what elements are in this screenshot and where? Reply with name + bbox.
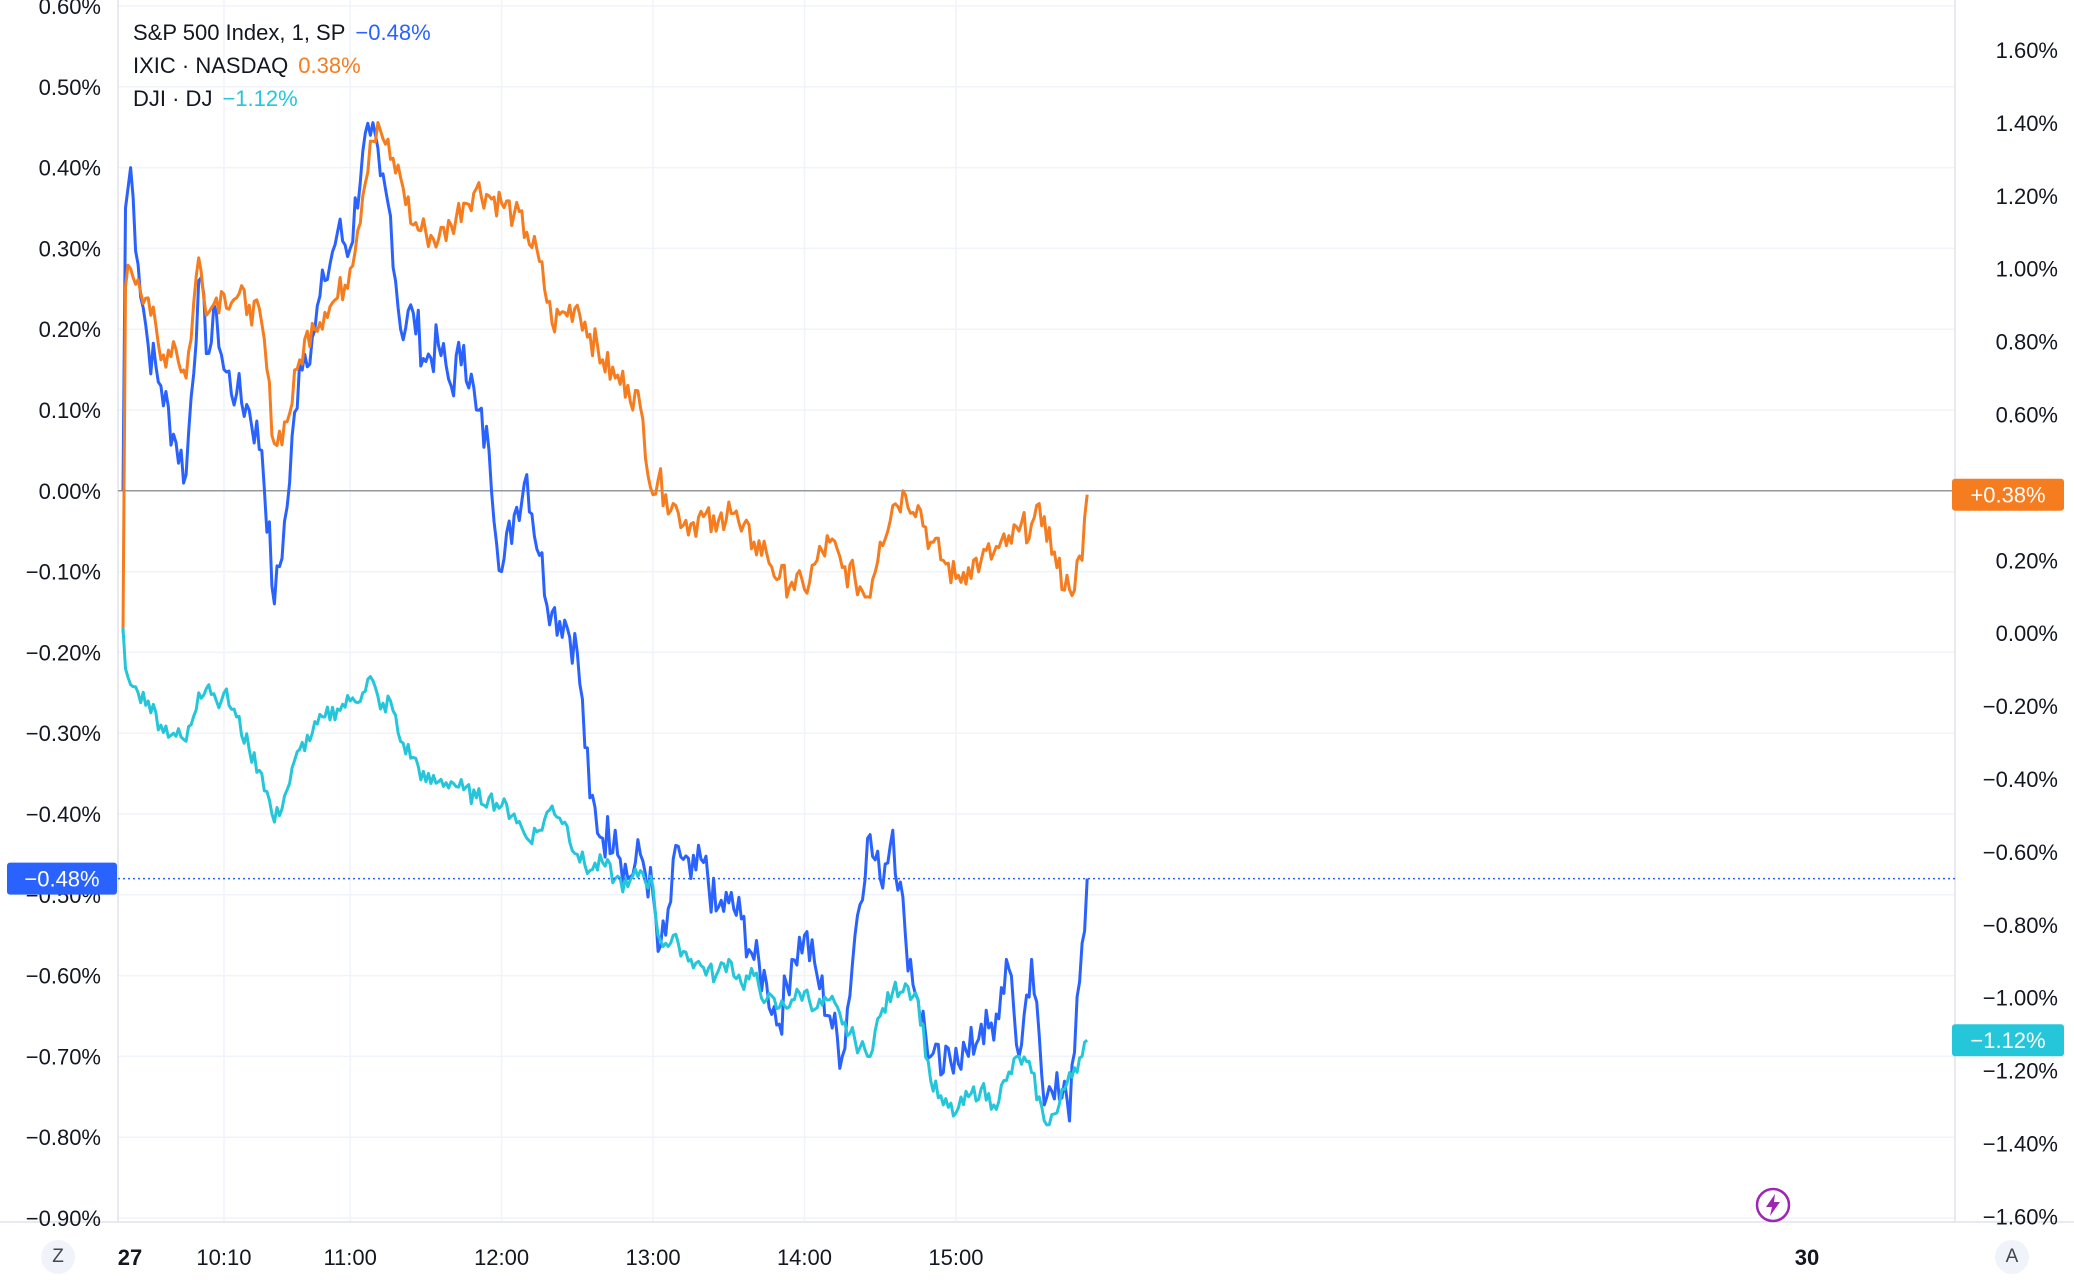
left-tick-label: −0.40% (26, 802, 101, 827)
left-tick-label: −0.10% (26, 560, 101, 585)
x-tick-label: 13:00 (626, 1245, 681, 1270)
legend-row-ixic[interactable]: IXIC · NASDAQ 0.38% (133, 49, 431, 82)
legend-label: IXIC · NASDAQ (133, 53, 289, 78)
right-tick-label: 1.00% (1996, 257, 2058, 282)
left-tick-label: −0.30% (26, 721, 101, 746)
right-tick-label: 0.20% (1996, 548, 2058, 573)
dji-price-tag-text: −1.12% (1970, 1028, 2045, 1053)
left-tick-label: −0.90% (26, 1206, 101, 1231)
x-tick-label: 11:00 (323, 1245, 376, 1270)
spx-price-tag-text: −0.48% (24, 867, 99, 892)
right-tick-label: 0.00% (1996, 621, 2058, 646)
legend-row-spx[interactable]: S&P 500 Index, 1, SP −0.48% (133, 16, 431, 49)
x-tick-label: 30 (1795, 1245, 1819, 1270)
dji-price-tag (1952, 1024, 2064, 1057)
right-tick-label: −1.40% (1983, 1132, 2058, 1157)
right-tick-label: −0.60% (1983, 840, 2058, 865)
right-tick-label: 1.20% (1996, 184, 2058, 209)
left-tick-label: −0.70% (26, 1044, 101, 1069)
right-tick-label: −0.80% (1983, 913, 2058, 938)
legend-value: −1.12% (222, 86, 298, 111)
x-tick-label: 14:00 (777, 1245, 832, 1270)
auto-scale-button[interactable]: A (1995, 1240, 2029, 1274)
x-tick-label: 27 (118, 1245, 142, 1270)
legend-label: S&P 500 Index, 1, SP (133, 20, 346, 45)
legend-row-dji[interactable]: DJI · DJ −1.12% (133, 82, 431, 115)
right-tick-label: 0.80% (1996, 330, 2058, 355)
price-tags: −0.48% +0.38% −1.12% (7, 478, 2064, 1057)
ixic-price-tag (1952, 478, 2064, 511)
right-tick-label: 1.60% (1996, 38, 2058, 63)
legend-value: −0.48% (355, 20, 431, 45)
x-tick-label: 15:00 (928, 1245, 983, 1270)
spx-price-tag (7, 862, 117, 895)
lightning-icon[interactable] (1754, 1186, 1792, 1224)
left-tick-label: 0.30% (39, 236, 101, 261)
spx-line (121, 121, 1089, 1123)
ixic-line (121, 121, 1089, 634)
right-tick-label: 1.40% (1996, 111, 2058, 136)
left-axis: 0.60% 0.50% 0.40% 0.30% 0.20% 0.10% 0.00% −0.10… (26, 0, 101, 1231)
legend: S&P 500 Index, 1, SP −0.48% IXIC · NASDAQ… (133, 16, 431, 115)
legend-label: DJI · DJ (133, 86, 213, 111)
right-tick-label: −1.60% (1983, 1204, 2058, 1229)
left-tick-label: 0.00% (39, 479, 101, 504)
right-tick-label: −1.00% (1983, 986, 2058, 1011)
left-tick-label: −0.80% (26, 1125, 101, 1150)
left-tick-label: 0.10% (39, 398, 101, 423)
left-tick-label: 0.40% (39, 156, 101, 181)
left-tick-label: 0.20% (39, 317, 101, 342)
left-tick-label: −0.20% (26, 640, 101, 665)
legend-value: 0.38% (298, 53, 361, 78)
right-tick-label: −1.20% (1983, 1059, 2058, 1084)
x-tick-label: 12:00 (474, 1245, 529, 1270)
left-tick-label: 0.50% (39, 75, 101, 100)
x-axis: 27 10:10 11:00 12:00 13:00 14:00 15:00 30 (118, 1245, 1819, 1270)
left-tick-label: −0.60% (26, 964, 101, 989)
timezone-button[interactable]: Z (41, 1240, 75, 1274)
x-tick-label: 10:10 (196, 1245, 251, 1270)
series-layer (121, 121, 1089, 1127)
right-tick-label: −0.40% (1983, 767, 2058, 792)
right-tick-label: −0.20% (1983, 694, 2058, 719)
left-tick-label: 0.60% (39, 0, 101, 19)
grid-lines (0, 0, 2074, 1223)
right-tick-label: 0.60% (1996, 403, 2058, 428)
ixic-price-tag-text: +0.38% (1970, 483, 2045, 508)
dji-line (121, 628, 1089, 1127)
